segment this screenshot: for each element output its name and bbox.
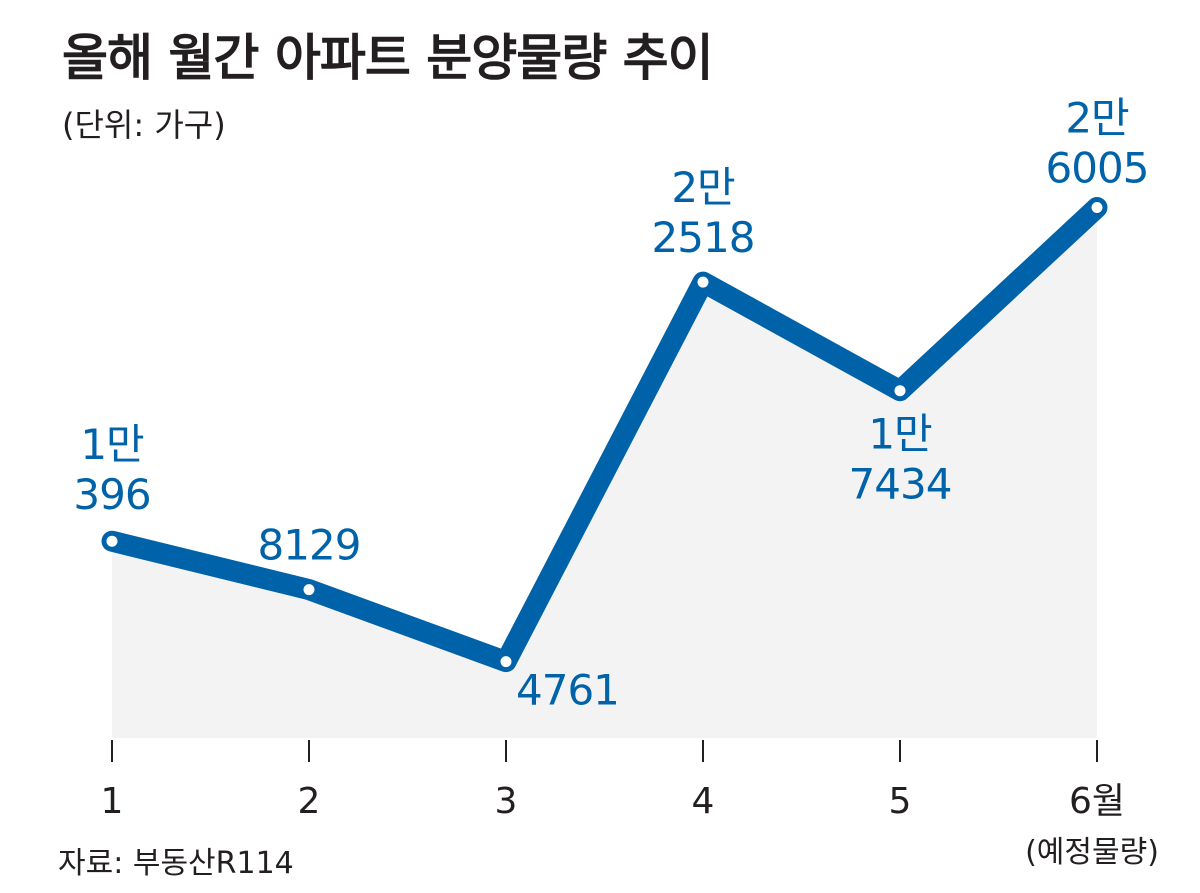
data-label: 6005	[1046, 144, 1149, 193]
data-point	[498, 654, 514, 670]
data-label: 1만	[80, 420, 144, 469]
x-tick-label: 3	[495, 781, 518, 822]
x-tick-label: 6월	[1069, 781, 1125, 822]
chart-source: 자료: 부동산R114	[58, 846, 294, 881]
series-line	[101, 197, 1108, 673]
data-label: 4761	[516, 666, 619, 715]
data-label: 396	[73, 470, 150, 519]
x-tick-label: 2	[298, 781, 321, 822]
data-label: 2518	[652, 213, 755, 262]
data-label: 1만	[868, 410, 932, 459]
x-tick-label: 1	[101, 781, 124, 822]
data-point	[695, 274, 711, 290]
data-label: 2만	[1065, 94, 1129, 143]
chart-title: 올해 월간 아파트 분양물량 추이	[62, 29, 714, 87]
x-tick-label: 5	[889, 781, 912, 822]
chart-unit-label: (단위: 가구)	[62, 106, 226, 144]
data-point	[104, 533, 120, 549]
data-point	[892, 383, 908, 399]
data-label: 7434	[849, 460, 952, 509]
data-label: 8129	[258, 521, 361, 570]
data-point	[301, 582, 317, 598]
x-tick-note: (예정물량)	[1025, 835, 1159, 870]
x-tick-label: 4	[692, 781, 715, 822]
data-label: 2만	[671, 163, 735, 212]
data-point	[1089, 200, 1105, 215]
